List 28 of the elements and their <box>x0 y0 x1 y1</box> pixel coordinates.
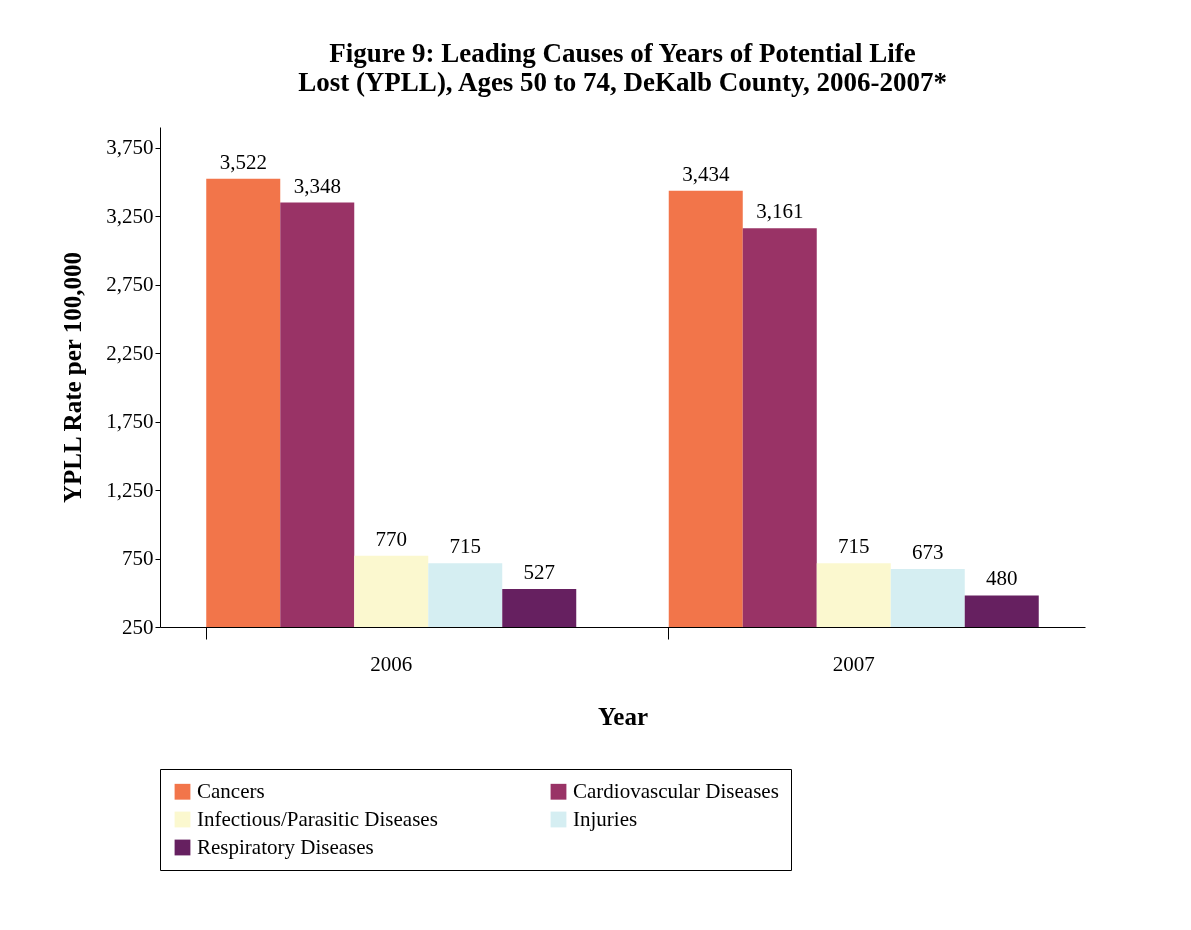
y-tick-label: 3,250 <box>106 203 154 228</box>
y-tick-label: 3,750 <box>106 135 154 160</box>
y-tick-label: 250 <box>122 614 154 639</box>
data-label: 480 <box>986 566 1018 591</box>
x-tick-label: 2006 <box>370 651 413 676</box>
legend-label: Cancers <box>197 778 265 803</box>
y-axis-title: YPLL Rate per 100,000 <box>59 252 87 503</box>
data-label: 3,348 <box>293 173 341 198</box>
data-label: 527 <box>523 560 555 585</box>
data-label: 715 <box>449 534 481 559</box>
legend-label: Respiratory Diseases <box>197 834 374 859</box>
data-label: 715 <box>838 534 870 559</box>
x-tick-label: 2007 <box>832 651 875 676</box>
legend-label: Injuries <box>573 806 638 831</box>
y-tick-label: 2,250 <box>106 340 154 365</box>
chart-title: Figure 9: Leading Causes of Years of Potential Life Lost (YPLL), Ages 50 to 74, DeKalb County, 2006-2007* <box>298 38 947 97</box>
data-label: 673 <box>912 540 944 565</box>
y-tick-label: 1,250 <box>106 477 154 502</box>
y-tick-label: 1,750 <box>106 409 154 434</box>
data-label: 3,522 <box>219 149 267 174</box>
legend-label: Infectious/Parasitic Diseases <box>197 806 438 831</box>
data-label: 3,161 <box>756 199 804 224</box>
x-axis-title: Year <box>598 702 648 730</box>
y-tick-label: 750 <box>122 546 154 571</box>
y-tick-label: 2,750 <box>106 272 154 297</box>
legend-label: Cardiovascular Diseases <box>573 778 779 803</box>
data-label: 770 <box>375 526 407 551</box>
data-label: 3,434 <box>682 161 730 186</box>
